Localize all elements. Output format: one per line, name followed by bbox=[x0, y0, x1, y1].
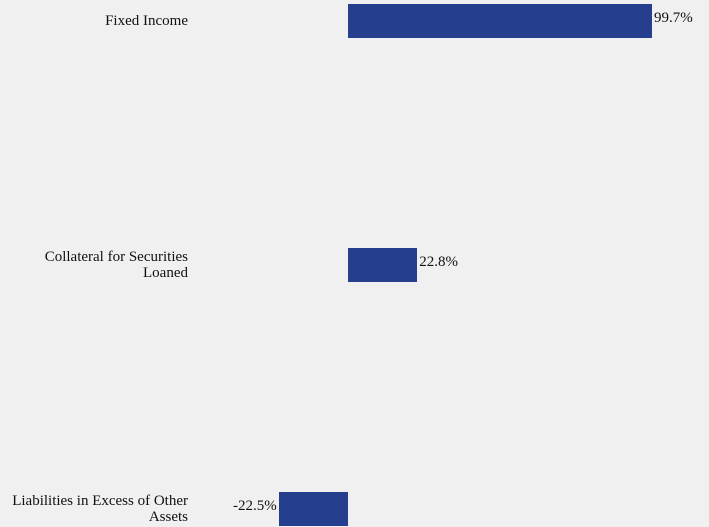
bar bbox=[279, 492, 348, 526]
bar bbox=[347, 248, 418, 282]
value-label: 22.8% bbox=[419, 254, 459, 270]
bar bbox=[347, 4, 652, 38]
category-label: Collateral for Securities Loaned bbox=[44, 249, 188, 281]
category-label: Fixed Income bbox=[105, 13, 188, 29]
value-label: 99.7% bbox=[654, 10, 693, 26]
category-label: Liabilities in Excess of Other Assets bbox=[12, 493, 188, 525]
value-label: -22.5% bbox=[233, 498, 277, 514]
